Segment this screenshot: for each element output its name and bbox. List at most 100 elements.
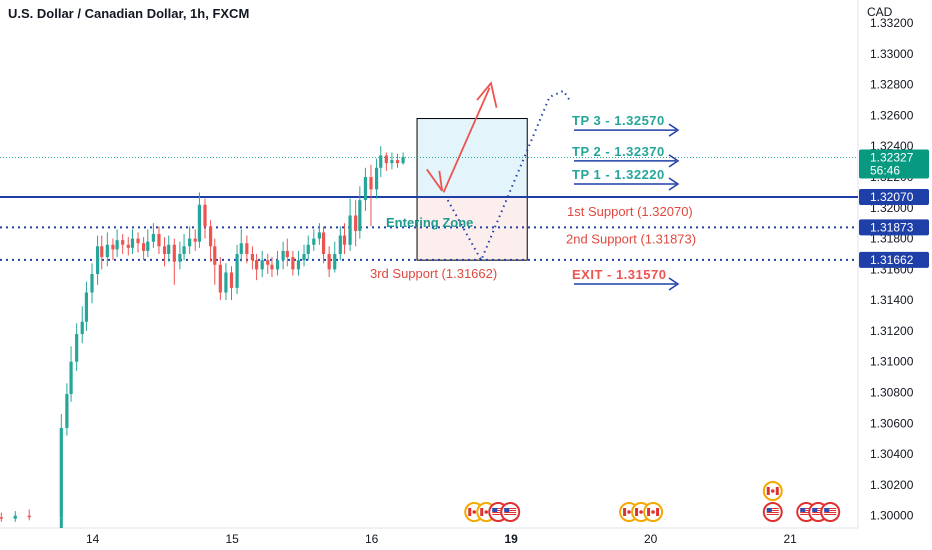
flag-canton (824, 508, 830, 512)
flag-band-left (480, 508, 484, 516)
price-tick-label: 1.31200 (870, 324, 914, 338)
projection-paths (426, 81, 572, 263)
candle-body (136, 238, 140, 244)
target-arrow-head (668, 154, 680, 168)
candle-body (157, 233, 161, 247)
candle-body (69, 361, 73, 395)
flag-stripe (766, 508, 779, 509)
candle-body (142, 243, 146, 251)
candle-body (167, 244, 171, 254)
candle-body (130, 238, 135, 248)
candle-body (342, 235, 347, 245)
projection-path (446, 89, 572, 263)
level-labels: TP 3 - 1.32570 TP 2 - 1.32370 TP 1 - 1.322… (370, 113, 696, 291)
level-price-text: 1.31873 (870, 220, 914, 234)
entering-zone-box (416, 118, 528, 261)
flag-canton (800, 508, 806, 512)
time-tick-label: 21 (784, 532, 798, 546)
support-label: 2nd Support (1.31873) (566, 231, 696, 246)
candle-body (213, 246, 217, 265)
bar-countdown-text: 56:46 (870, 163, 900, 177)
candle-body (13, 515, 17, 519)
flag-stripe (800, 508, 813, 509)
candle-body (80, 321, 84, 335)
candle-body (275, 260, 280, 270)
candle-body (321, 232, 326, 254)
price-tick-label: 1.32800 (870, 78, 914, 92)
level-price-text: 1.31662 (870, 253, 914, 267)
flag-stripe (800, 512, 813, 513)
us-flag-icon (500, 502, 521, 522)
candle-body (224, 272, 228, 293)
candle-body (374, 167, 379, 190)
candle-body (126, 244, 130, 248)
maple-leaf (627, 510, 631, 514)
level-price-text: 1.32070 (870, 190, 914, 204)
flag-stripe (492, 508, 505, 509)
bull-arrow-shaft (442, 87, 491, 193)
flag-stripe (824, 510, 837, 511)
candle-body (354, 215, 358, 231)
candle-body (291, 257, 295, 270)
target-label: EXIT - 1.31570 (572, 267, 666, 282)
price-tick-label: 1.31000 (870, 355, 914, 369)
candle-body (379, 155, 383, 168)
flag-stripe (800, 514, 813, 515)
time-tick-label: 14 (86, 532, 100, 546)
flag-band-left (468, 508, 472, 516)
canada-flag-icon (762, 481, 783, 501)
flag-canton (492, 508, 498, 512)
axis-currency-label: CAD (867, 5, 893, 19)
candle-body (306, 244, 310, 254)
flag-band-right (775, 487, 779, 495)
price-tick-label: 1.32600 (870, 108, 914, 122)
candle-body (105, 244, 109, 258)
candle-body (255, 260, 259, 270)
candle-body (95, 246, 100, 275)
price-tick-label: 1.30400 (870, 447, 914, 461)
maple-leaf (484, 510, 489, 514)
maple-leaf (639, 510, 643, 514)
support-levels (0, 156, 858, 261)
candle-body (401, 157, 405, 164)
price-tick-label: 1.30000 (870, 509, 914, 523)
flag-canton (812, 508, 818, 512)
candle-body (218, 264, 222, 293)
candle-body (239, 243, 243, 254)
target-label: TP 3 - 1.32570 (572, 113, 665, 128)
current-price-text: 1.32327 (870, 150, 914, 164)
flag-stripe (812, 508, 825, 509)
time-axis[interactable]: 14 15 16 19 20 21 (86, 532, 797, 546)
flag-band-left (623, 508, 627, 516)
level-price-badge (859, 189, 929, 206)
candle-body (369, 177, 373, 190)
flag-stripe (766, 512, 779, 513)
entry-arrow (426, 168, 444, 192)
flag-band-right (656, 508, 660, 516)
flag-stripe (800, 510, 813, 511)
candle-body (59, 427, 63, 518)
candle-body (188, 238, 192, 247)
support-label: 3rd Support (1.31662) (370, 266, 497, 281)
flag-stripe (766, 514, 779, 515)
candle-body (348, 215, 352, 245)
price-tick-label: 1.31400 (870, 293, 914, 307)
candle-body (333, 253, 337, 270)
candle-body (285, 250, 289, 258)
candle-body (338, 235, 342, 254)
time-tick-label: 19 (505, 532, 519, 546)
flag-stripe (824, 514, 837, 515)
candle-body (178, 253, 182, 262)
flag-band-left (635, 508, 639, 516)
current-price-badge (859, 149, 929, 179)
flag-band-left (647, 508, 651, 516)
price-axis[interactable]: 1.332001.330001.328001.326001.324001.322… (859, 16, 929, 523)
price-tick-label: 1.30600 (870, 416, 914, 430)
candle-body (27, 515, 31, 518)
price-tick-label: 1.30200 (870, 478, 914, 492)
flag-canton (504, 508, 510, 512)
level-price-badge (859, 219, 929, 236)
candle-body (270, 264, 274, 270)
flag-stripe (766, 510, 779, 511)
